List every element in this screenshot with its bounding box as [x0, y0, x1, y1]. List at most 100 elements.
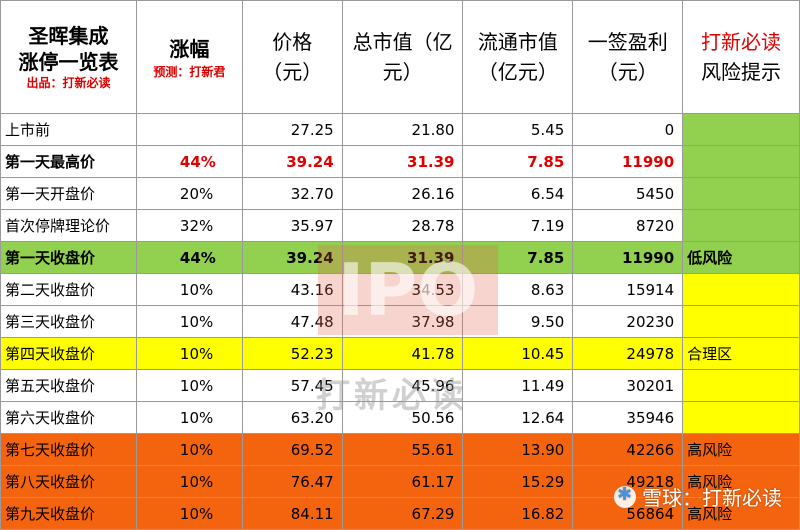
cell-float: 6.54	[462, 177, 574, 210]
cell-float: 5.45	[462, 113, 574, 146]
header-risk-cell: 打新必读 风险提示	[682, 0, 800, 114]
table-credit: 出品：打新必读	[26, 76, 111, 90]
cell-float: 8.63	[462, 273, 574, 306]
table-row: 第一天收盘价 44% 39.24 31.39 7.85 11990 低风险	[0, 241, 800, 274]
snowball-icon	[614, 484, 636, 508]
cell-change	[135, 113, 243, 146]
header-price: 价格 （元）	[241, 0, 343, 114]
table-row: 第四天收盘价 10% 52.23 41.78 10.45 24978 合理区	[0, 337, 800, 370]
cell-total: 31.39	[341, 241, 464, 274]
cell-price: 57.45	[241, 369, 343, 402]
table-row: 第七天收盘价 10% 69.52 55.61 13.90 42266 高风险	[0, 433, 800, 466]
cell-total: 67.29	[341, 497, 464, 530]
cell-risk: 高风险	[682, 433, 800, 466]
cell-label: 第五天收盘价	[0, 369, 137, 402]
cell-total: 34.53	[341, 273, 464, 306]
corner-watermark: 雪球：打新必读	[614, 482, 782, 511]
table-row: 首次停牌理论价 32% 35.97 28.78 7.19 8720	[0, 209, 800, 242]
cell-label: 上市前	[0, 113, 137, 146]
cell-float: 7.85	[462, 145, 574, 178]
table-row: 第六天收盘价 10% 63.20 50.56 12.64 35946	[0, 401, 800, 434]
header-change-cell: 涨幅 预测：打新君	[135, 0, 243, 114]
cell-profit: 11990	[572, 241, 684, 274]
cell-total: 28.78	[341, 209, 464, 242]
cell-total: 37.98	[341, 305, 464, 338]
cell-label: 第一天最高价	[0, 145, 137, 178]
cell-price: 76.47	[241, 465, 343, 498]
cell-profit: 35946	[572, 401, 684, 434]
cell-price: 35.97	[241, 209, 343, 242]
cell-float: 7.85	[462, 241, 574, 274]
cell-risk	[682, 273, 800, 306]
cell-float: 9.50	[462, 305, 574, 338]
cell-price: 43.16	[241, 273, 343, 306]
table-title: 圣晖集成 涨停一览表	[18, 24, 119, 74]
cell-change: 10%	[135, 305, 243, 338]
cell-change: 20%	[135, 177, 243, 210]
cell-label: 第七天收盘价	[0, 433, 137, 466]
header-prediction: 预测：打新君	[153, 65, 226, 79]
cell-change: 44%	[135, 241, 243, 274]
cell-label: 第三天收盘价	[0, 305, 137, 338]
cell-profit: 8720	[572, 209, 684, 242]
cell-risk	[682, 113, 800, 146]
table-row: 第三天收盘价 10% 47.48 37.98 9.50 20230	[0, 305, 800, 338]
cell-profit: 30201	[572, 369, 684, 402]
cell-risk	[682, 145, 800, 178]
header-title-cell: 圣晖集成 涨停一览表 出品：打新必读	[0, 0, 137, 114]
table-row: 上市前 27.25 21.80 5.45 0	[0, 113, 800, 146]
cell-profit: 0	[572, 113, 684, 146]
cell-price: 69.52	[241, 433, 343, 466]
cell-profit: 20230	[572, 305, 684, 338]
cell-risk	[682, 209, 800, 242]
header-change: 涨幅	[169, 37, 210, 61]
cell-profit: 15914	[572, 273, 684, 306]
cell-float: 11.49	[462, 369, 574, 402]
cell-risk	[682, 177, 800, 210]
header-profit: 一签盈利 （元）	[572, 0, 684, 114]
cell-float: 13.90	[462, 433, 574, 466]
cell-change: 10%	[135, 273, 243, 306]
cell-change: 10%	[135, 401, 243, 434]
cell-label: 第一天开盘价	[0, 177, 137, 210]
header-row: 圣晖集成 涨停一览表 出品：打新必读 涨幅 预测：打新君 价格 （元） 总市值（…	[0, 0, 800, 114]
cell-change: 44%	[135, 145, 243, 178]
corner-watermark-text: 雪球：打新必读	[642, 486, 782, 510]
cell-float: 16.82	[462, 497, 574, 530]
cell-label: 第四天收盘价	[0, 337, 137, 370]
cell-total: 55.61	[341, 433, 464, 466]
cell-price: 84.11	[241, 497, 343, 530]
cell-label: 首次停牌理论价	[0, 209, 137, 242]
cell-total: 31.39	[341, 145, 464, 178]
cell-change: 10%	[135, 497, 243, 530]
cell-profit: 24978	[572, 337, 684, 370]
cell-risk: 高风险	[682, 465, 800, 498]
cell-risk: 合理区	[682, 337, 800, 370]
cell-risk	[682, 401, 800, 434]
cell-price: 39.24	[241, 145, 343, 178]
table-row: 第一天最高价 44% 39.24 31.39 7.85 11990	[0, 145, 800, 178]
cell-total: 26.16	[341, 177, 464, 210]
cell-change: 10%	[135, 433, 243, 466]
cell-label: 第六天收盘价	[0, 401, 137, 434]
table-row: 第五天收盘价 10% 57.45 45.96 11.49 30201	[0, 369, 800, 402]
table-row: 第二天收盘价 10% 43.16 34.53 8.63 15914	[0, 273, 800, 306]
cell-label: 第二天收盘价	[0, 273, 137, 306]
cell-label: 第八天收盘价	[0, 465, 137, 498]
cell-price: 52.23	[241, 337, 343, 370]
table-row: 第一天开盘价 20% 32.70 26.16 6.54 5450	[0, 177, 800, 210]
cell-profit: 5450	[572, 177, 684, 210]
cell-float: 15.29	[462, 465, 574, 498]
cell-label: 第一天收盘价	[0, 241, 137, 274]
cell-label: 第九天收盘价	[0, 497, 137, 530]
cell-float: 7.19	[462, 209, 574, 242]
cell-risk	[682, 369, 800, 402]
cell-change: 10%	[135, 337, 243, 370]
cell-price: 47.48	[241, 305, 343, 338]
cell-change: 10%	[135, 369, 243, 402]
cell-total: 50.56	[341, 401, 464, 434]
cell-risk: 低风险	[682, 241, 800, 274]
cell-float: 10.45	[462, 337, 574, 370]
cell-price: 39.24	[241, 241, 343, 274]
